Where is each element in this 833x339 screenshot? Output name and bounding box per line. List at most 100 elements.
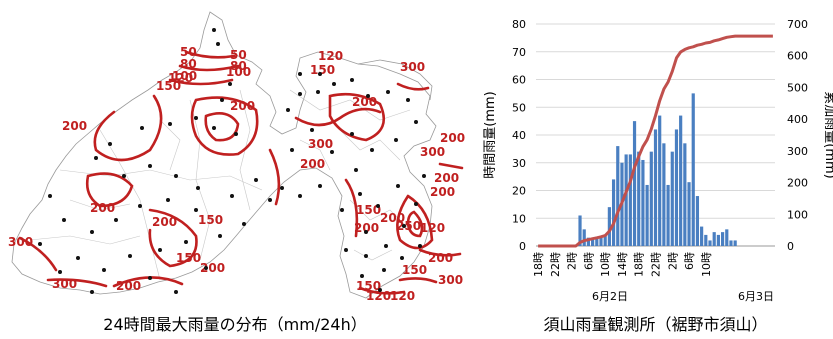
station-dots <box>38 28 426 294</box>
right-axis-title: 累加雨量(mm) <box>822 91 833 178</box>
left-axis-title: 時間雨量(mm) <box>483 91 498 178</box>
hourly-rainfall-bar <box>683 143 687 246</box>
contour-label: 120 <box>318 49 343 63</box>
station-dot <box>228 82 232 86</box>
hourly-rainfall-bar <box>674 129 679 246</box>
contour-label: 100 <box>226 65 251 79</box>
contour-label: 50 <box>230 48 247 62</box>
x-tick-label: 2時 <box>566 252 579 270</box>
contour-label: 80 <box>180 57 197 71</box>
station-dot <box>128 254 132 258</box>
contour-line <box>18 236 58 272</box>
contour-line <box>184 50 236 59</box>
station-dot <box>148 276 152 280</box>
contour-label: 150 <box>176 251 201 265</box>
contour-label: 150 <box>356 279 381 293</box>
contour-line <box>396 194 434 250</box>
y-tick-label: 10 <box>512 212 526 225</box>
hourly-rainfall-bar <box>708 240 712 246</box>
hourly-rainfall-bar <box>687 182 691 246</box>
hourly-rainfall-bar <box>607 207 611 246</box>
hourly-rainfall-bar <box>641 159 645 246</box>
station-dot <box>216 42 220 46</box>
y-tick-label: 70 <box>512 46 526 59</box>
contour-label: 120 <box>420 221 445 235</box>
x-tick-label: 10時 <box>700 252 713 277</box>
station-dot <box>360 274 364 278</box>
contour-label: 200 <box>62 119 87 133</box>
hourly-rainfall-bar <box>662 143 666 246</box>
station-dot <box>114 218 118 222</box>
contour-line <box>190 96 259 156</box>
rainfall-contours <box>18 50 464 295</box>
hourly-rainfall-bar <box>582 229 586 246</box>
station-dot <box>204 266 208 270</box>
station-dot <box>212 28 216 32</box>
hourly-rainfall-bar <box>611 179 616 246</box>
station-dot <box>290 148 294 152</box>
hourly-rainfall-bar <box>691 93 695 246</box>
contour-line <box>406 210 424 238</box>
contour-label: 300 <box>420 145 445 159</box>
station-dot <box>350 132 354 136</box>
station-dot <box>194 116 198 120</box>
contour-label: 120 <box>366 289 391 303</box>
day-label-june-3: 6月3日 <box>738 290 774 303</box>
station-dot <box>230 194 234 198</box>
contour-label: 200 <box>152 215 177 229</box>
day-label-june-2: 6月2日 <box>592 290 628 303</box>
y-tick-label: 20 <box>512 185 526 198</box>
station-dot <box>366 94 370 98</box>
hourly-rainfall-bar <box>704 234 708 246</box>
map-boundaries <box>29 89 411 281</box>
station-dot <box>406 98 410 102</box>
contour-line <box>268 148 281 206</box>
station-dot <box>90 230 94 234</box>
station-dot <box>168 122 172 126</box>
x-tick-label: 2時 <box>666 252 679 270</box>
station-dot <box>212 126 216 130</box>
station-dot <box>414 202 418 206</box>
station-dot <box>138 204 142 208</box>
hourly-rainfall-chart: 0 10 20 30 40 50 60 70 80 0 100 200 300 … <box>478 0 833 310</box>
map-caption: 24時間最大雨量の分布（mm/24h） <box>103 315 367 334</box>
x-tick-label: 10時 <box>599 252 612 277</box>
hourly-rainfall-bar <box>653 129 658 246</box>
station-dot <box>298 92 302 96</box>
station-dot <box>386 90 390 94</box>
station-dot <box>48 194 52 198</box>
station-dot <box>354 168 358 172</box>
contour-line <box>438 162 464 170</box>
chart-svg: 0 10 20 30 40 50 60 70 80 0 100 200 300 … <box>483 18 833 303</box>
station-dot <box>364 230 368 234</box>
contour-label: 150 <box>198 213 223 227</box>
contour-label: 200 <box>90 201 115 215</box>
station-dot <box>140 126 144 130</box>
station-dot <box>332 82 336 86</box>
x-tick-label: 6時 <box>582 252 595 270</box>
station-dot <box>184 240 188 244</box>
hourly-rainfall-bar <box>645 184 649 246</box>
x-axis-ticks: 18時 22時 2時 6時 10時 14時 18時 22時 2時 6時 10時 <box>532 252 713 277</box>
contour-label: 200 <box>354 221 379 235</box>
hourly-rainfall-bar <box>595 237 599 246</box>
contour-label: 300 <box>308 137 333 151</box>
hourly-rainfall-bar <box>720 232 725 246</box>
y-tick-label: 50 <box>512 101 526 114</box>
contour-line <box>148 208 198 268</box>
station-dot <box>194 208 198 212</box>
hourly-rainfall-bar <box>624 154 628 246</box>
contour-line <box>396 82 430 91</box>
chart-caption: 須山雨量観測所（裾野市須山） <box>543 315 768 334</box>
station-dot <box>414 120 418 124</box>
y2-tick-label: 500 <box>787 81 808 94</box>
contour-label: 200 <box>430 185 455 199</box>
hourly-rainfall-bar <box>637 151 641 246</box>
cumulative-rainfall-line <box>538 34 773 248</box>
y2-tick-label: 600 <box>787 50 808 63</box>
contour-label: 200 <box>434 171 459 185</box>
left-axis-ticks: 0 10 20 30 40 50 60 70 80 <box>512 18 526 253</box>
contour-line <box>398 277 438 284</box>
station-dot <box>396 184 400 188</box>
hourly-rainfall-bar <box>632 121 637 246</box>
